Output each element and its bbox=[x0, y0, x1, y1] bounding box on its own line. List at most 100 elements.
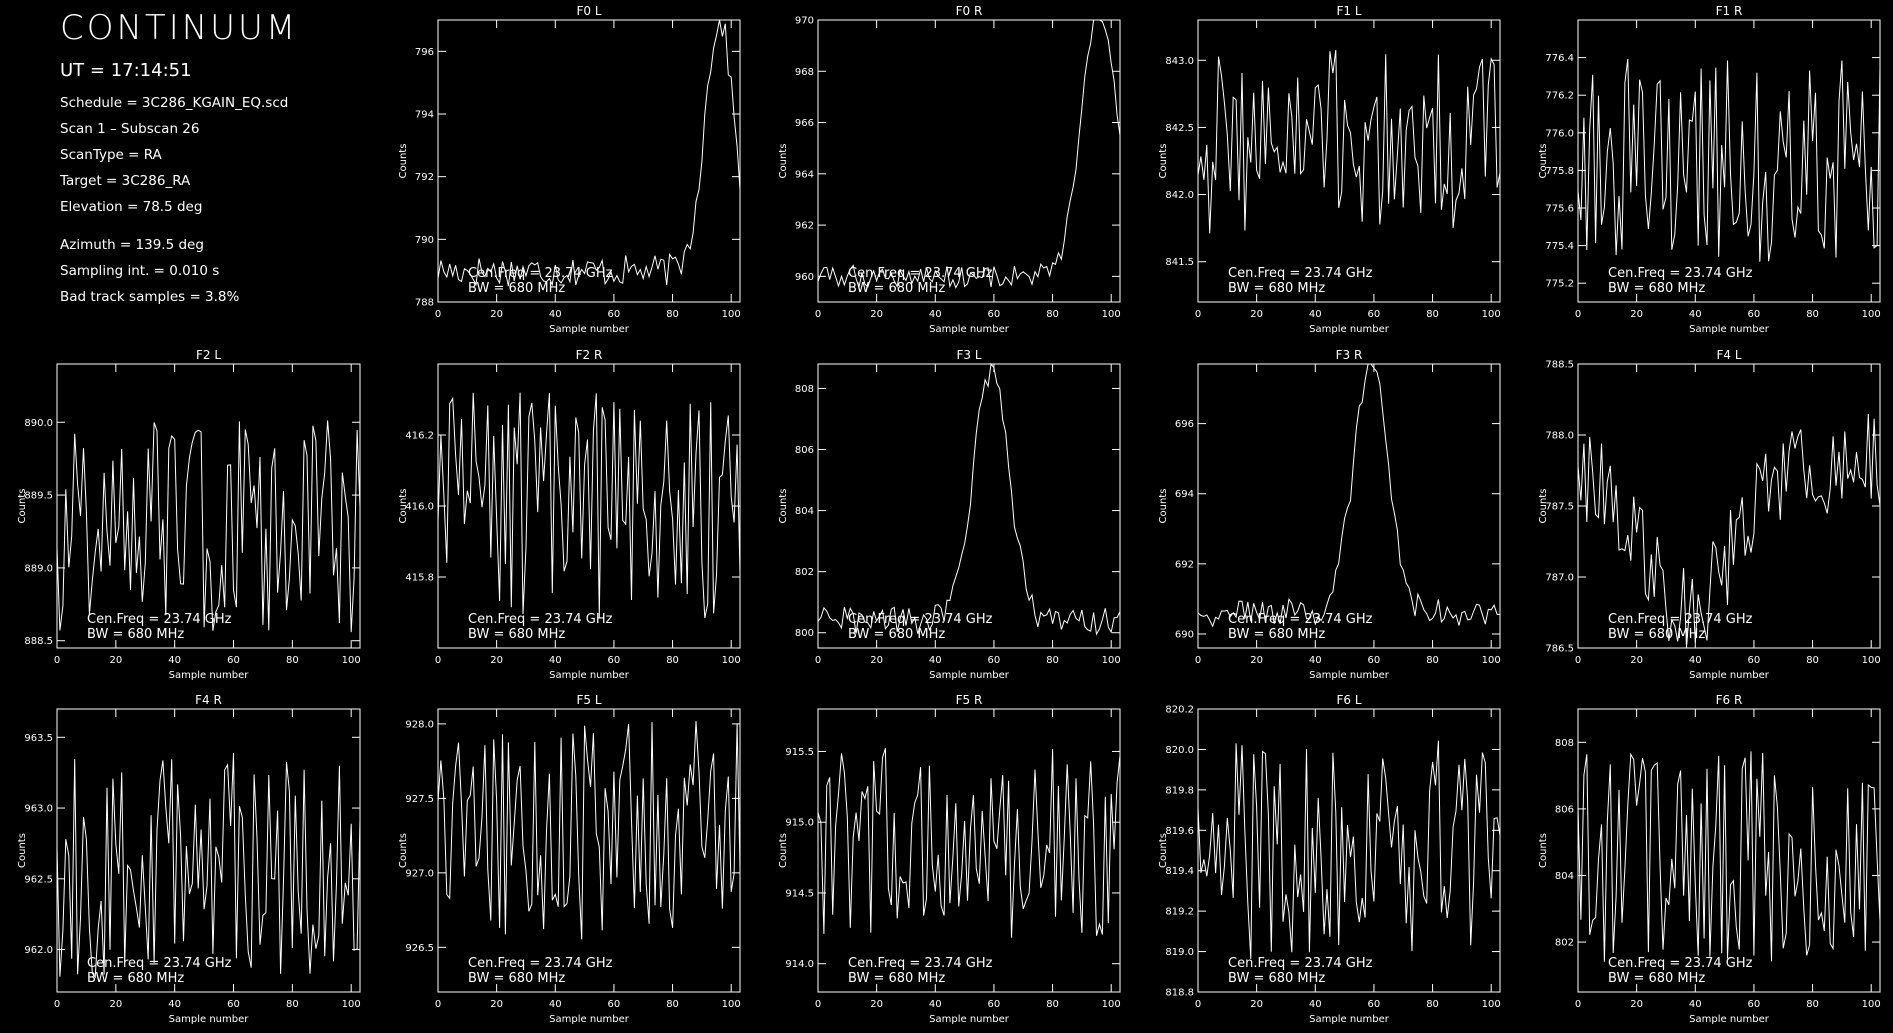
y-tick-label: 928.0 bbox=[405, 719, 434, 730]
plot-frame bbox=[56, 363, 361, 649]
x-tick-label: 0 bbox=[1575, 999, 1581, 1010]
y-tick-label: 806 bbox=[795, 445, 814, 456]
x-tick-label: 100 bbox=[1862, 655, 1881, 666]
chart-f5-l: F5 L Sample number Counts 0 20 40 60 80 100 926.5… bbox=[398, 693, 741, 1025]
ut-time: UT = 17:14:51 bbox=[60, 60, 192, 81]
x-axis-label: Sample number bbox=[1309, 670, 1390, 681]
x-tick-label: 80 bbox=[286, 655, 299, 666]
plot-frame bbox=[1197, 708, 1501, 993]
x-tick-label: 0 bbox=[435, 655, 441, 666]
cen-freq-label: Cen.Freq = 23.74 GHz bbox=[87, 612, 232, 627]
y-tick-label: 962.0 bbox=[24, 945, 53, 956]
scantype-label: ScanType = RA bbox=[60, 147, 162, 163]
x-tick-label: 40 bbox=[549, 655, 562, 666]
x-tick-label: 0 bbox=[815, 309, 821, 320]
x-axis-label: Sample number bbox=[929, 324, 1010, 335]
y-axis-label: Counts bbox=[778, 833, 789, 868]
y-tick-label: 841.5 bbox=[1165, 257, 1194, 268]
y-axis-label: Counts bbox=[398, 144, 409, 179]
x-tick-label: 60 bbox=[227, 999, 240, 1010]
bandwidth-label: BW = 680 MHz bbox=[468, 971, 565, 986]
y-tick-label: 889.5 bbox=[24, 491, 53, 502]
plot-frame bbox=[817, 363, 1121, 649]
chart-f1-l: F1 L Sample number Counts 0 20 40 60 80 100 841.5… bbox=[1158, 4, 1501, 335]
chart-title: F3 L bbox=[956, 348, 981, 362]
x-tick-label: 60 bbox=[227, 655, 240, 666]
x-tick-label: 100 bbox=[1862, 999, 1881, 1010]
y-tick-label: 808 bbox=[1555, 738, 1574, 749]
x-tick-label: 0 bbox=[54, 999, 60, 1010]
y-tick-label: 776.4 bbox=[1545, 53, 1574, 64]
x-tick-label: 20 bbox=[870, 309, 883, 320]
y-tick-label: 790 bbox=[415, 235, 434, 246]
x-tick-label: 40 bbox=[1309, 655, 1322, 666]
plot-frame bbox=[1197, 363, 1501, 649]
bandwidth-label: BW = 680 MHz bbox=[468, 627, 565, 642]
elevation-label: Elevation = 78.5 deg bbox=[60, 199, 203, 215]
chart-title: F4 R bbox=[195, 693, 222, 707]
chart-title: F2 R bbox=[576, 348, 603, 362]
chart-title: F2 L bbox=[196, 348, 221, 362]
x-tick-label: 20 bbox=[490, 999, 503, 1010]
bandwidth-label: BW = 680 MHz bbox=[1608, 281, 1705, 296]
x-tick-label: 80 bbox=[1806, 655, 1819, 666]
y-tick-label: 915.0 bbox=[785, 818, 814, 829]
x-tick-label: 40 bbox=[1689, 655, 1702, 666]
x-tick-label: 60 bbox=[608, 655, 621, 666]
x-tick-label: 20 bbox=[1250, 309, 1263, 320]
x-axis-label: Sample number bbox=[549, 670, 630, 681]
chart-title: F5 L bbox=[576, 693, 601, 707]
x-tick-label: 20 bbox=[109, 655, 122, 666]
x-tick-label: 40 bbox=[1309, 999, 1322, 1010]
chart-title: F0 L bbox=[576, 4, 601, 18]
y-tick-label: 786.5 bbox=[1545, 644, 1574, 655]
y-tick-label: 802 bbox=[795, 567, 814, 578]
x-tick-label: 80 bbox=[1806, 309, 1819, 320]
chart-f4-l: F4 L Sample number Counts 0 20 40 60 80 100 786.5… bbox=[1538, 348, 1881, 681]
plot-frame bbox=[817, 19, 1121, 303]
y-tick-label: 819.2 bbox=[1165, 907, 1194, 918]
y-axis-label: Counts bbox=[778, 489, 789, 524]
x-tick-label: 20 bbox=[490, 309, 503, 320]
chart-f2-r: F2 R Sample number Counts 0 20 40 60 80 100 415.8… bbox=[398, 348, 741, 681]
series-line bbox=[817, 748, 1121, 938]
chart-title: F1 R bbox=[1716, 4, 1743, 18]
bandwidth-label: BW = 680 MHz bbox=[1228, 627, 1325, 642]
x-tick-label: 40 bbox=[929, 309, 942, 320]
x-tick-label: 100 bbox=[722, 309, 741, 320]
schedule-label: Schedule = 3C286_KGAIN_EQ.scd bbox=[60, 95, 289, 111]
bandwidth-label: BW = 680 MHz bbox=[468, 281, 565, 296]
cen-freq-label: Cen.Freq = 23.74 GHz bbox=[468, 612, 613, 627]
y-tick-label: 842.5 bbox=[1165, 123, 1194, 134]
chart-title: F1 L bbox=[1336, 4, 1361, 18]
chart-f2-l: F2 L Sample number Counts 0 20 40 60 80 100 888.5… bbox=[17, 348, 361, 681]
y-axis-label: Counts bbox=[778, 144, 789, 179]
x-axis-label: Sample number bbox=[1689, 1014, 1770, 1025]
cen-freq-label: Cen.Freq = 23.74 GHz bbox=[1228, 612, 1373, 627]
y-tick-label: 792 bbox=[415, 172, 434, 183]
y-tick-label: 787.0 bbox=[1545, 573, 1574, 584]
y-tick-label: 775.6 bbox=[1545, 204, 1574, 215]
chart-title: F0 R bbox=[956, 4, 983, 18]
series-line bbox=[817, 362, 1121, 636]
y-axis-label: Counts bbox=[1158, 489, 1169, 524]
series-line bbox=[56, 752, 361, 979]
x-tick-label: 20 bbox=[1630, 999, 1643, 1010]
y-tick-label: 416.2 bbox=[405, 431, 434, 442]
y-tick-label: 968 bbox=[795, 67, 814, 78]
cen-freq-label: Cen.Freq = 23.74 GHz bbox=[468, 266, 613, 281]
x-tick-label: 80 bbox=[1046, 999, 1059, 1010]
x-axis-label: Sample number bbox=[929, 1014, 1010, 1025]
y-axis-label: Counts bbox=[1538, 833, 1549, 868]
x-tick-label: 0 bbox=[815, 655, 821, 666]
x-tick-label: 0 bbox=[435, 999, 441, 1010]
y-tick-label: 927.5 bbox=[405, 794, 434, 805]
y-tick-label: 970 bbox=[795, 16, 814, 27]
x-tick-label: 0 bbox=[54, 655, 60, 666]
y-axis-label: Counts bbox=[1538, 489, 1549, 524]
x-tick-label: 100 bbox=[1102, 999, 1121, 1010]
series-line bbox=[1577, 413, 1881, 649]
y-tick-label: 804 bbox=[795, 506, 814, 517]
x-tick-label: 60 bbox=[1748, 309, 1761, 320]
